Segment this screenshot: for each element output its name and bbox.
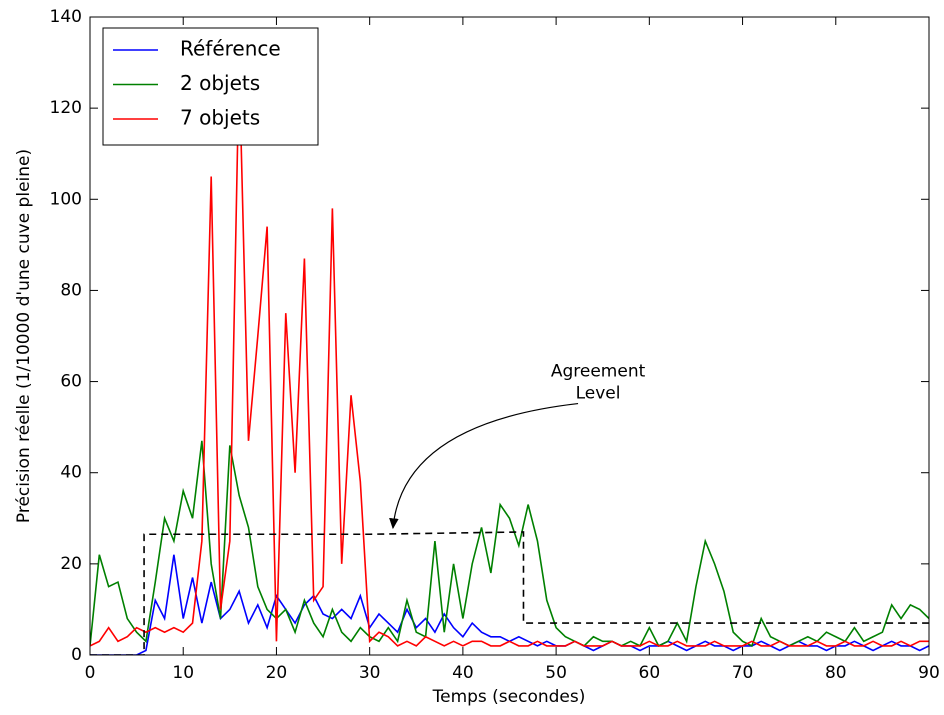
legend-label: Référence xyxy=(180,37,281,61)
x-tick-label: 30 xyxy=(359,663,381,683)
y-tick-label: 20 xyxy=(60,554,82,574)
y-tick-label: 140 xyxy=(50,7,82,27)
annotation-text: Agreement xyxy=(551,362,646,382)
y-tick-label: 80 xyxy=(60,280,82,300)
x-axis-label: Temps (secondes) xyxy=(432,687,586,707)
x-tick-label: 70 xyxy=(732,663,754,683)
x-tick-label: 40 xyxy=(452,663,474,683)
y-axis-label: Précision réelle (1/10000 d'une cuve ple… xyxy=(14,149,34,523)
plot-frame xyxy=(89,16,930,656)
legend-label: 7 objets xyxy=(180,106,260,130)
annotation-text: Level xyxy=(576,384,621,404)
line-series xyxy=(90,531,929,655)
line-series xyxy=(90,554,929,655)
y-tick-label: 100 xyxy=(50,189,82,209)
x-tick-label: 60 xyxy=(639,663,661,683)
x-tick-label: 0 xyxy=(85,663,96,683)
legend-label: 2 objets xyxy=(180,71,260,95)
line-series xyxy=(90,440,929,648)
x-tick-label: 80 xyxy=(825,663,847,683)
y-tick-label: 120 xyxy=(50,98,82,118)
y-tick-label: 40 xyxy=(60,463,82,483)
x-tick-label: 50 xyxy=(545,663,567,683)
x-tick-label: 90 xyxy=(918,663,940,683)
y-tick-label: 0 xyxy=(71,645,82,665)
line-series xyxy=(90,62,929,647)
y-tick-label: 60 xyxy=(60,372,82,392)
plot-area xyxy=(90,62,929,655)
x-tick-label: 20 xyxy=(266,663,288,683)
x-tick-label: 10 xyxy=(172,663,194,683)
legend-box xyxy=(102,27,319,146)
annotation-arrow xyxy=(389,402,579,530)
